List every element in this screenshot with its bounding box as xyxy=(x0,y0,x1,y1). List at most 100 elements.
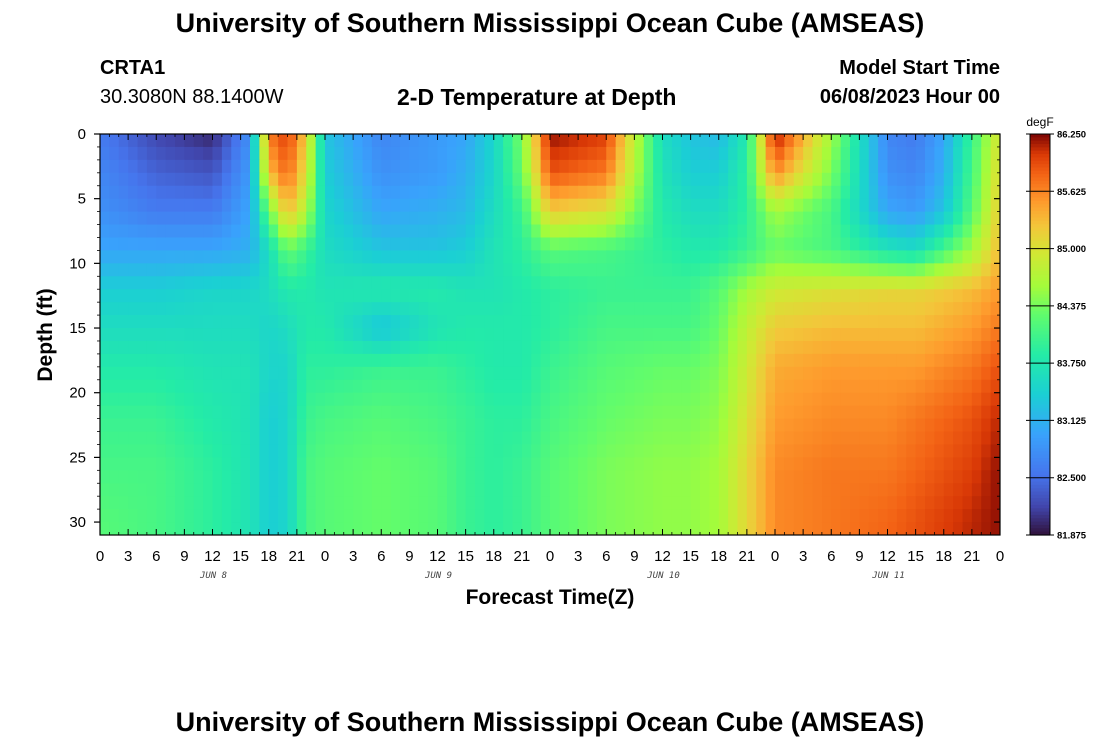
heatmap-cell xyxy=(887,237,898,252)
heatmap-cell xyxy=(484,522,495,535)
heatmap-cell xyxy=(371,276,382,290)
heatmap-cell xyxy=(475,444,485,458)
heatmap-cell xyxy=(840,146,851,161)
heatmap-cell xyxy=(475,146,485,161)
heatmap-cell xyxy=(353,353,364,368)
heatmap-cell xyxy=(259,276,270,290)
x-tick-label: 15 xyxy=(232,548,249,565)
heatmap-cell xyxy=(550,353,560,368)
heatmap-cell xyxy=(456,134,467,148)
heatmap-cell xyxy=(531,146,542,161)
heatmap-cell xyxy=(428,366,439,381)
heatmap-cell xyxy=(381,134,392,148)
heatmap-cell xyxy=(212,340,223,355)
heatmap-cell xyxy=(137,392,148,407)
heatmap-cell xyxy=(203,302,214,316)
heatmap-cell xyxy=(990,302,1000,316)
heatmap-cell xyxy=(812,509,823,523)
heatmap-cell xyxy=(690,418,701,433)
heatmap-cell xyxy=(400,328,410,342)
heatmap-cell xyxy=(718,276,729,290)
heatmap-cell xyxy=(915,353,926,368)
heatmap-cell xyxy=(756,276,767,290)
heatmap-cell xyxy=(934,457,945,471)
heatmap-cell xyxy=(137,405,148,420)
heatmap-cell xyxy=(943,224,954,239)
heatmap-cell xyxy=(803,263,814,277)
heatmap-cell xyxy=(118,211,129,226)
heatmap-cell xyxy=(409,496,420,510)
heatmap-cell xyxy=(362,172,373,187)
heatmap-cell xyxy=(962,146,973,161)
heatmap-cell xyxy=(915,224,926,239)
heatmap-cell xyxy=(540,276,551,290)
heatmap-cell xyxy=(906,328,917,342)
heatmap-cell xyxy=(943,328,954,342)
heatmap-cell xyxy=(503,340,514,355)
heatmap-cell xyxy=(334,159,345,174)
heatmap-cell xyxy=(925,457,935,471)
main-title: University of Southern Mississippi Ocean… xyxy=(175,8,925,38)
heatmap-cell xyxy=(653,431,664,446)
heatmap-cell xyxy=(662,328,673,342)
heatmap-cell xyxy=(193,392,204,407)
heatmap-cell xyxy=(456,340,467,355)
colorbar-label: 86.250 xyxy=(1057,130,1086,141)
heatmap-cell xyxy=(775,392,785,407)
heatmap-cell xyxy=(831,134,842,148)
heatmap-cell xyxy=(456,379,467,394)
heatmap-cell xyxy=(175,340,185,355)
heatmap-cell xyxy=(559,379,570,394)
heatmap-cell xyxy=(278,263,289,277)
heatmap-cell xyxy=(718,146,729,161)
heatmap-cell xyxy=(521,263,532,277)
heatmap-cell xyxy=(625,522,635,535)
colorbar-segment xyxy=(1030,484,1050,489)
heatmap-cell xyxy=(821,405,832,420)
heatmap-cell xyxy=(484,496,495,510)
heatmap-cell xyxy=(728,315,739,329)
heatmap-cell xyxy=(503,353,514,368)
heatmap-cell xyxy=(446,509,457,523)
heatmap-cell xyxy=(878,483,889,497)
heatmap-cell xyxy=(296,315,307,329)
heatmap-cell xyxy=(371,224,382,239)
heatmap-cell xyxy=(418,185,429,200)
heatmap-cell xyxy=(625,379,635,394)
heatmap-cell xyxy=(568,470,579,484)
heatmap-cell xyxy=(634,185,645,200)
heatmap-cell xyxy=(625,159,635,174)
heatmap-cell xyxy=(371,146,382,161)
heatmap-cell xyxy=(859,392,870,407)
heatmap-cell xyxy=(559,470,570,484)
heatmap-cell xyxy=(615,237,626,252)
heatmap-cell xyxy=(840,159,851,174)
colorbar-label: 81.875 xyxy=(1057,531,1087,542)
heatmap-cell xyxy=(765,237,776,252)
heatmap-cell xyxy=(128,340,139,355)
x-tick-label: 21 xyxy=(289,548,306,565)
heatmap-cell xyxy=(146,198,157,213)
heatmap-cell xyxy=(128,185,139,200)
heatmap-cell xyxy=(259,496,270,510)
heatmap-cell xyxy=(615,134,626,148)
heatmap-cell xyxy=(521,289,532,303)
heatmap-cell xyxy=(118,353,129,368)
heatmap-cell xyxy=(615,379,626,394)
heatmap-cell xyxy=(221,185,232,200)
heatmap-cell xyxy=(371,263,382,277)
heatmap-cell xyxy=(221,250,232,264)
heatmap-cell xyxy=(925,315,935,329)
heatmap-cell xyxy=(100,134,110,148)
heatmap-cell xyxy=(409,366,420,381)
heatmap-cell xyxy=(915,405,926,420)
heatmap-cell xyxy=(306,340,317,355)
heatmap-cell xyxy=(475,224,485,239)
heatmap-cell xyxy=(409,237,420,252)
heatmap-cell xyxy=(296,405,307,420)
heatmap-cell xyxy=(812,496,823,510)
heatmap-cell xyxy=(859,496,870,510)
colorbar-segment xyxy=(1030,431,1050,436)
heatmap-cell xyxy=(690,146,701,161)
